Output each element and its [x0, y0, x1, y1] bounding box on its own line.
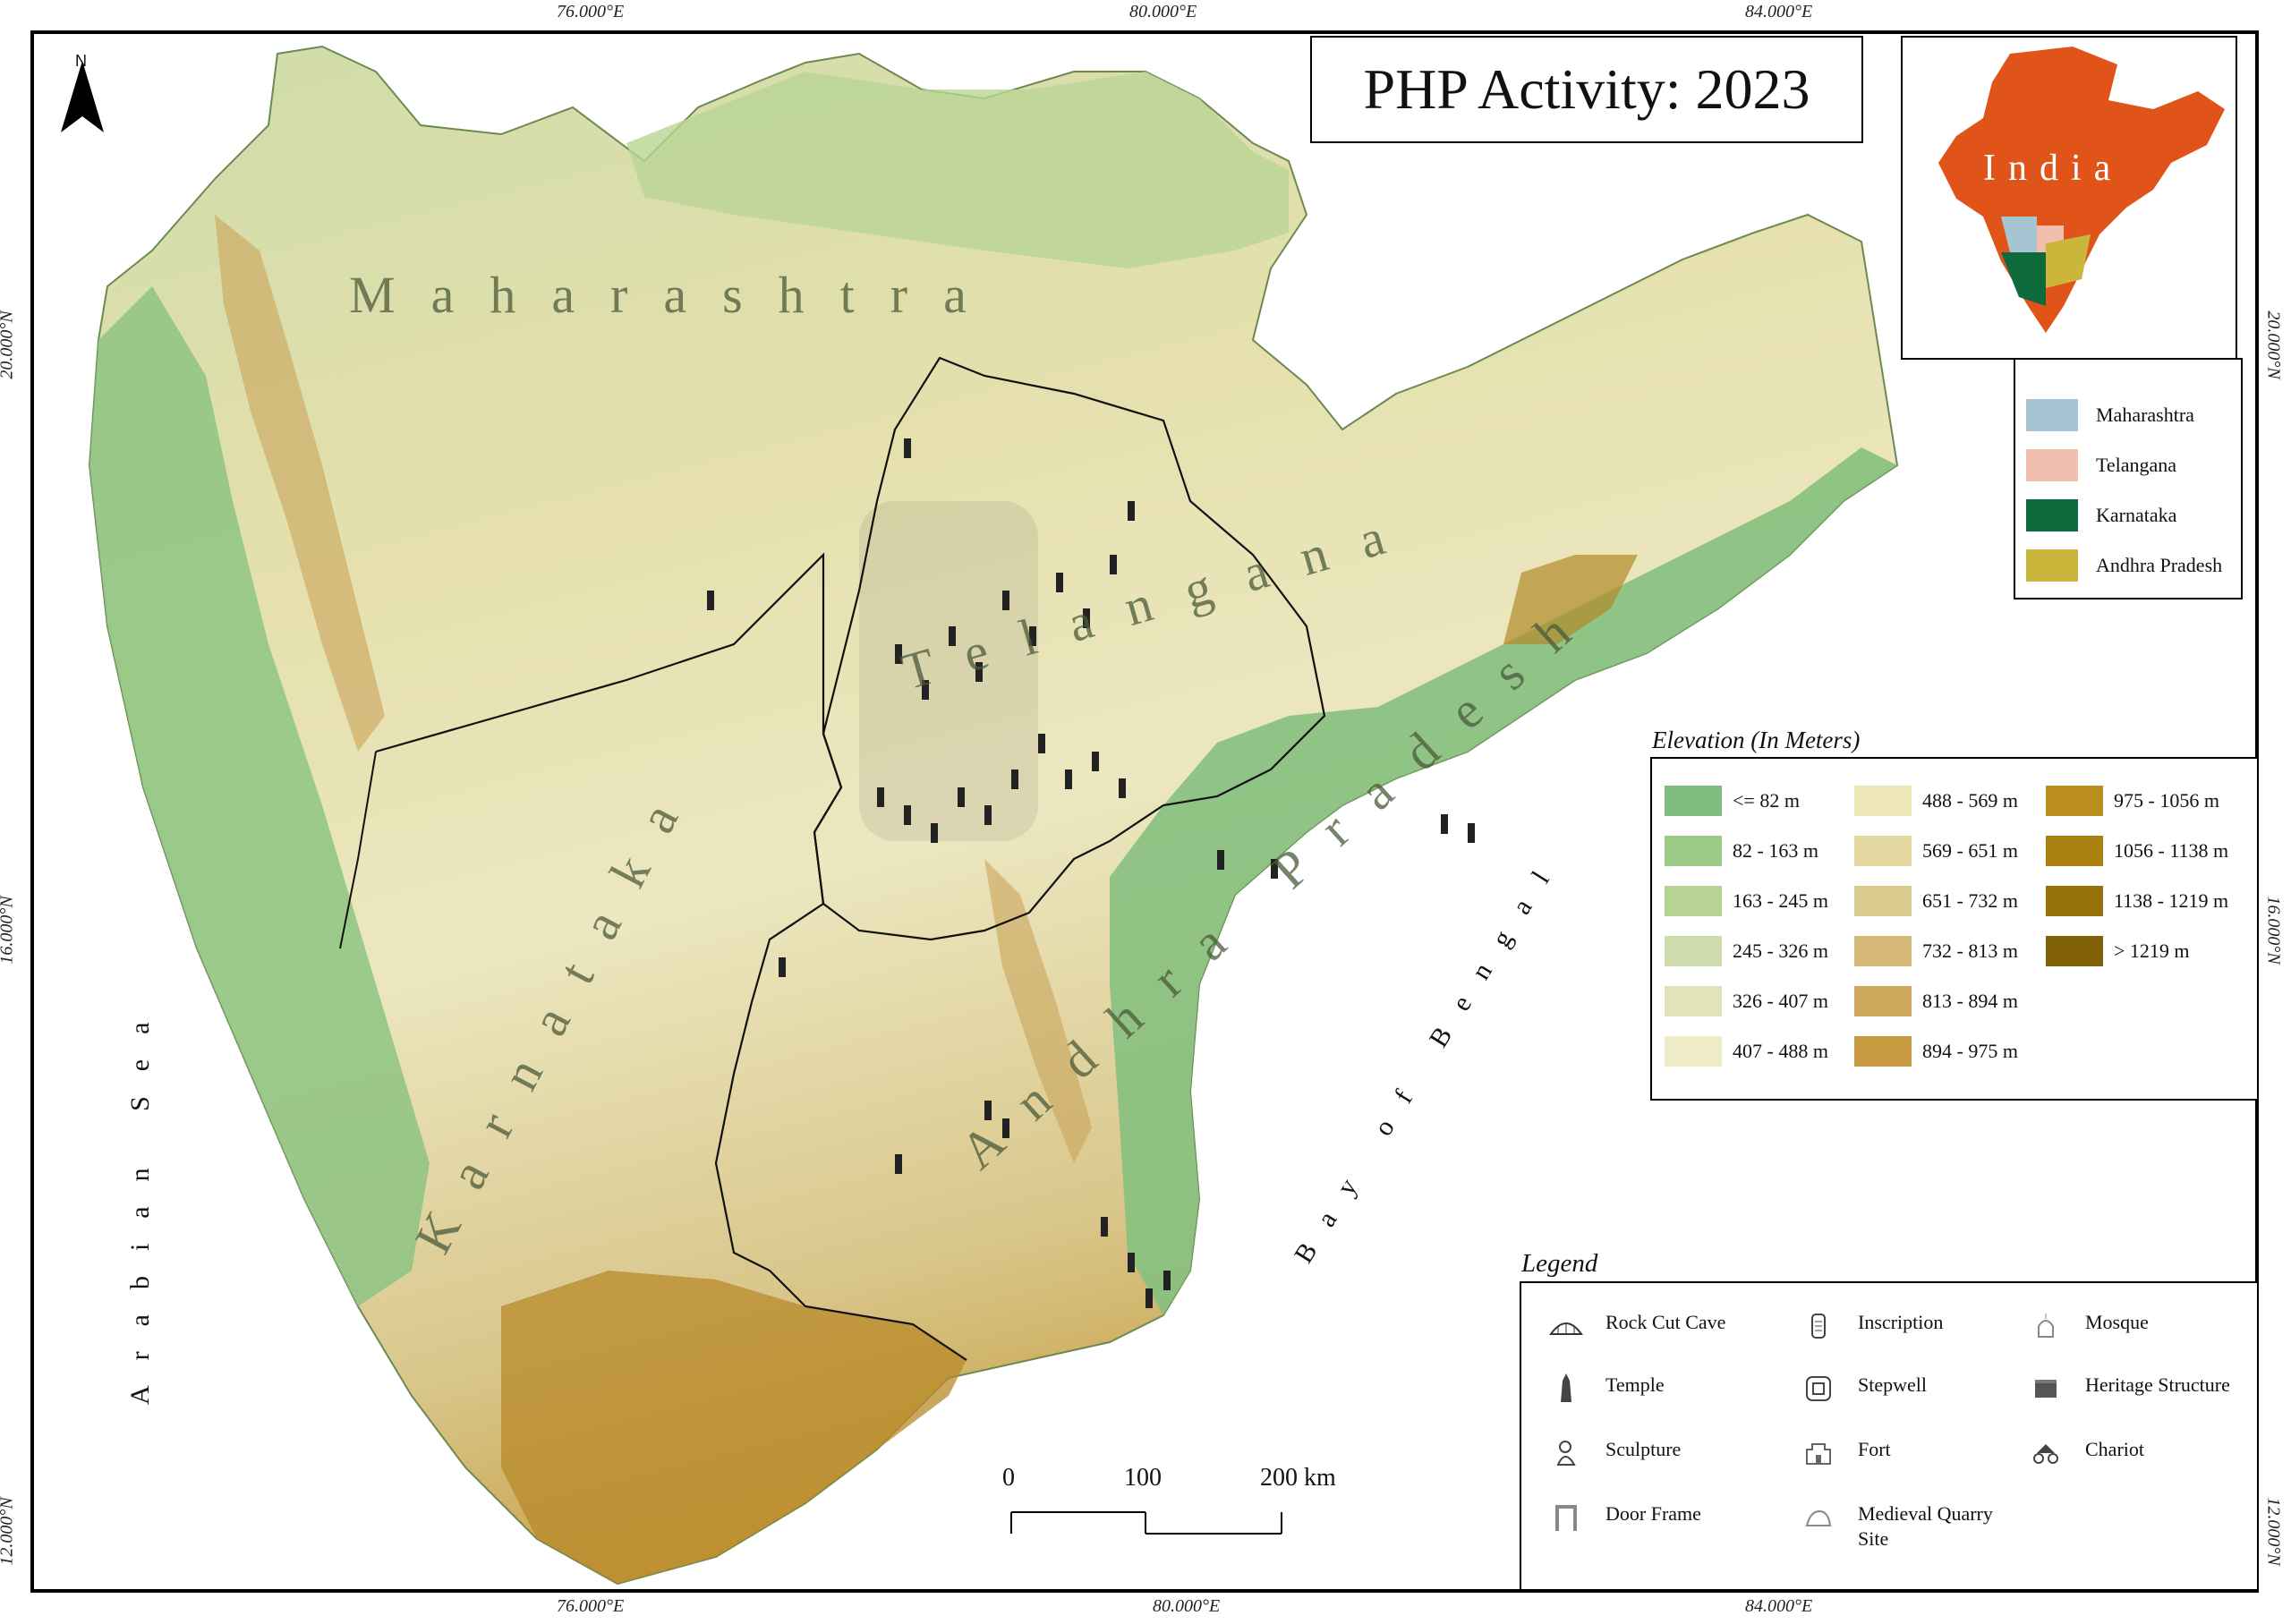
- state-swatch: [2026, 399, 2078, 431]
- legend-item: Door Frame: [1548, 1501, 1701, 1534]
- fort-icon: [1801, 1437, 1836, 1469]
- legend-item: Medieval Quarry Site: [1801, 1501, 2028, 1552]
- inset-india-label: India: [1983, 148, 2124, 189]
- elevation-legend: <= 82 m 82 - 163 m 163 - 245 m 245 - 326…: [1650, 757, 2259, 1101]
- coord-bottom-80e: 80.000°E: [1153, 1596, 1221, 1616]
- elevation-class: 163 - 245 m: [1665, 886, 1828, 916]
- elevation-class: > 1219 m: [2046, 936, 2190, 966]
- coord-right-16n: 16.000°N: [2263, 896, 2284, 965]
- state-legend-label: Andhra Pradesh: [2096, 554, 2223, 576]
- legend-item: Heritage Structure: [2028, 1373, 2230, 1405]
- scale-label-100: 100: [1124, 1464, 1162, 1492]
- legend-title: Legend: [1521, 1249, 1598, 1278]
- label-arabian-sea: Arabian Sea: [125, 997, 155, 1405]
- chariot-icon: [2028, 1437, 2064, 1469]
- coord-top-76e: 76.000°E: [557, 2, 625, 21]
- legend-item: Mosque: [2028, 1310, 2149, 1342]
- door-frame-icon: [1548, 1501, 1584, 1534]
- north-arrow-label: N: [75, 52, 87, 70]
- legend-item: Stepwell: [1801, 1373, 1927, 1405]
- india-outline: [1938, 47, 2225, 333]
- legend-item: Fort: [1801, 1437, 1891, 1469]
- state-swatch: [2026, 549, 2078, 582]
- mosque-icon: [2028, 1310, 2064, 1342]
- coord-left-16n: 16.000°N: [0, 896, 17, 965]
- sculpture-icon: [1548, 1437, 1584, 1469]
- legend-item: Sculpture: [1548, 1437, 1681, 1469]
- coord-bottom-76e: 76.000°E: [557, 1596, 625, 1616]
- legend-item: Rock Cut Cave: [1548, 1310, 1725, 1342]
- legend-item: Temple: [1548, 1373, 1665, 1405]
- temple-icon: [1548, 1373, 1584, 1405]
- elevation-class: 407 - 488 m: [1665, 1036, 1828, 1067]
- state-legend-row: Andhra Pradesh: [2026, 549, 2222, 582]
- inscription-icon: [1801, 1310, 1836, 1342]
- elevation-class: 894 - 975 m: [1854, 1036, 2018, 1067]
- elevation-class: 1056 - 1138 m: [2046, 836, 2228, 866]
- elevation-class: 569 - 651 m: [1854, 836, 2018, 866]
- elevation-class: 732 - 813 m: [1854, 936, 2018, 966]
- elevation-class: 326 - 407 m: [1665, 986, 1828, 1016]
- elevation-class: 975 - 1056 m: [2046, 786, 2219, 816]
- elevation-class: 1138 - 1219 m: [2046, 886, 2228, 916]
- map-title: PHP Activity: 2023: [1310, 36, 1863, 143]
- state-swatch: [2026, 499, 2078, 531]
- state-legend-row: Telangana: [2026, 449, 2176, 481]
- coord-top-80e: 80.000°E: [1129, 2, 1197, 21]
- coord-right-12n: 12.000°N: [2263, 1497, 2284, 1566]
- coord-right-20n: 20.000°N: [2263, 310, 2284, 379]
- state-legend-row: Maharashtra: [2026, 399, 2194, 431]
- label-maharashtra: Maharashtra: [349, 266, 1002, 324]
- coord-left-12n: 12.000°N: [0, 1497, 17, 1566]
- site-type-legend: Rock Cut Cave Temple Sculpture Door Fram…: [1520, 1281, 2259, 1591]
- state-legend: Maharashtra Telangana Karnataka Andhra P…: [2014, 358, 2243, 599]
- state-legend-label: Karnataka: [2096, 504, 2177, 526]
- coord-top-84e: 84.000°E: [1745, 2, 1813, 21]
- elevation-class: 488 - 569 m: [1854, 786, 2018, 816]
- state-legend-label: Maharashtra: [2096, 404, 2194, 426]
- elevation-class: 813 - 894 m: [1854, 986, 2018, 1016]
- elevation-class: 82 - 163 m: [1665, 836, 1818, 866]
- coord-left-20n: 20.000°N: [0, 310, 17, 379]
- elevation-class: 245 - 326 m: [1665, 936, 1828, 966]
- state-swatch: [2026, 449, 2078, 481]
- heritage-structure-icon: [2028, 1373, 2064, 1405]
- quarry-icon: [1801, 1501, 1836, 1534]
- elevation-class: <= 82 m: [1665, 786, 1800, 816]
- elevation-legend-title: Elevation (In Meters): [1652, 727, 1861, 753]
- india-inset-map: India: [1901, 36, 2237, 360]
- scale-label-0: 0: [1002, 1464, 1015, 1492]
- coord-bottom-84e: 84.000°E: [1745, 1596, 1813, 1616]
- legend-item: Chariot: [2028, 1437, 2144, 1469]
- legend-item: Inscription: [1801, 1310, 1943, 1342]
- elevation-class: 651 - 732 m: [1854, 886, 2018, 916]
- scale-label-200km: 200 km: [1260, 1464, 1336, 1492]
- state-legend-row: Karnataka: [2026, 499, 2176, 531]
- stepwell-icon: [1801, 1373, 1836, 1405]
- state-legend-label: Telangana: [2096, 454, 2177, 476]
- rock-cut-cave-icon: [1548, 1310, 1584, 1342]
